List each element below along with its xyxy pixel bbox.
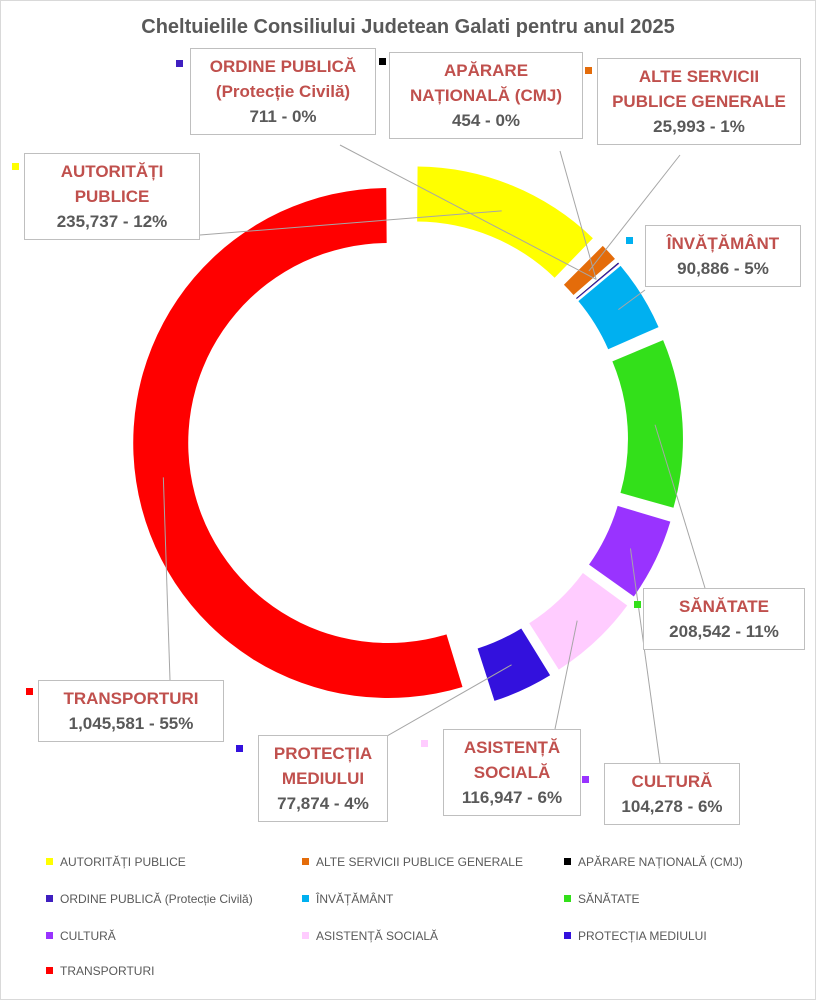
label-marker-protectia xyxy=(236,745,243,752)
label-name-line: ASISTENȚĂ xyxy=(463,738,561,757)
leader-line-ordine xyxy=(339,144,597,280)
label-marker-sanatate xyxy=(634,601,641,608)
label-value: 90,886 - 5% xyxy=(677,259,769,278)
legend-item: SĂNĂTATE xyxy=(564,892,640,906)
donut-slice-transporturi xyxy=(133,188,463,699)
label-name-line: AUTORITĂȚI xyxy=(60,162,164,181)
label-name-line: NAȚIONALĂ (CMJ) xyxy=(409,86,563,105)
label-value: 235,737 - 12% xyxy=(56,212,168,231)
label-marker-cultura xyxy=(582,776,589,783)
data-label-cultura: CULTURĂ 104,278 - 6% xyxy=(604,763,740,825)
label-value: 104,278 - 6% xyxy=(621,797,723,816)
legend-item: ALTE SERVICII PUBLICE GENERALE xyxy=(302,855,523,869)
label-name-line: TRANSPORTURI xyxy=(63,689,199,708)
legend-swatch xyxy=(46,858,53,865)
label-name-line: ÎNVĂȚĂMÂNT xyxy=(666,234,780,253)
donut-slice-protectia xyxy=(477,628,551,701)
label-name-line: APĂRARE xyxy=(443,61,529,80)
legend-swatch xyxy=(564,895,571,902)
label-name-line: CULTURĂ xyxy=(631,772,713,791)
label-marker-asistenta xyxy=(421,740,428,747)
legend-item: ORDINE PUBLICĂ (Protecție Civilă) xyxy=(46,892,253,906)
legend-swatch xyxy=(46,967,53,974)
data-label-sanatate: SĂNĂTATE 208,542 - 11% xyxy=(643,588,805,650)
label-name-line: (Protecție Civilă) xyxy=(215,82,351,101)
label-value: 454 - 0% xyxy=(451,111,521,130)
legend-item: CULTURĂ xyxy=(46,929,116,943)
label-value: 116,947 - 6% xyxy=(461,788,563,807)
leader-line-aparare xyxy=(559,150,597,280)
label-name-line: SĂNĂTATE xyxy=(678,597,770,616)
leader-line-sanatate xyxy=(654,424,706,589)
donut-slice-ordine xyxy=(576,262,620,299)
data-label-alte-servicii: ALTE SERVICII PUBLICE GENERALE 25,993 - 1… xyxy=(597,58,801,145)
data-label-invatamant: ÎNVĂȚĂMÂNT 90,886 - 5% xyxy=(645,225,801,287)
donut-slice-autoritati xyxy=(417,166,593,278)
data-label-protectia-mediului: PROTECȚIA MEDIULUI 77,874 - 4% xyxy=(258,735,388,822)
label-name-line: PUBLICE GENERALE xyxy=(612,92,786,111)
leader-line-asistenta xyxy=(554,620,578,730)
label-marker-ordine xyxy=(176,60,183,67)
legend-item: ASISTENȚĂ SOCIALĂ xyxy=(302,929,438,943)
legend-item: ÎNVĂȚĂMÂNT xyxy=(302,892,393,906)
data-label-autoritati-publice: AUTORITĂȚI PUBLICE 235,737 - 12% xyxy=(24,153,200,240)
legend-swatch xyxy=(564,932,571,939)
legend-item: TRANSPORTURI xyxy=(46,964,154,978)
label-name-line: MEDIULUI xyxy=(281,769,365,788)
data-label-aparare-nationala: APĂRARE NAȚIONALĂ (CMJ) 454 - 0% xyxy=(389,52,583,139)
leader-line-alte xyxy=(588,154,681,272)
legend-swatch xyxy=(46,932,53,939)
data-label-transporturi: TRANSPORTURI 1,045,581 - 55% xyxy=(38,680,224,742)
leader-line-invatamant xyxy=(618,289,646,311)
donut-slice-sanatate xyxy=(612,340,683,508)
donut-slice-asistenta xyxy=(529,572,628,670)
label-value: 25,993 - 1% xyxy=(653,117,745,136)
donut-slice-cultura xyxy=(589,505,671,597)
legend-swatch xyxy=(302,858,309,865)
label-name-line: ORDINE PUBLICĂ xyxy=(209,57,357,76)
legend-swatch xyxy=(302,932,309,939)
label-marker-invatamant xyxy=(626,237,633,244)
chart-title: Cheltuielile Consiliului Judetean Galati… xyxy=(141,16,675,38)
label-name-line: SOCIALĂ xyxy=(473,763,551,782)
legend-swatch xyxy=(302,895,309,902)
label-name-line: ALTE SERVICII xyxy=(638,67,760,86)
label-value: 1,045,581 - 55% xyxy=(68,714,194,733)
label-name-line: PROTECȚIA xyxy=(273,744,373,763)
donut-slice-invatamant xyxy=(578,265,659,350)
label-value: 208,542 - 11% xyxy=(669,622,779,641)
data-label-ordine-publica: ORDINE PUBLICĂ (Protecție Civilă) 711 - 0… xyxy=(190,48,376,135)
leader-line-transporturi xyxy=(162,477,171,681)
label-value: 77,874 - 4% xyxy=(277,794,369,813)
legend-item: PROTECȚIA MEDIULUI xyxy=(564,929,707,943)
legend-swatch xyxy=(46,895,53,902)
leader-line-autoritati xyxy=(199,210,502,236)
label-name-line: PUBLICE xyxy=(74,187,150,206)
label-marker-autoritati xyxy=(12,163,19,170)
leader-line-cultura xyxy=(629,548,661,764)
label-marker-alte xyxy=(585,67,592,74)
leader-line-protectia xyxy=(379,664,512,741)
label-value: 711 - 0% xyxy=(249,107,317,126)
legend-item: AUTORITĂȚI PUBLICE xyxy=(46,855,186,869)
legend-swatch xyxy=(564,858,571,865)
data-label-asistenta-sociala: ASISTENȚĂ SOCIALĂ 116,947 - 6% xyxy=(443,729,581,816)
label-marker-aparare xyxy=(379,58,386,65)
legend-item: APĂRARE NAȚIONALĂ (CMJ) xyxy=(564,855,743,869)
label-marker-transporturi xyxy=(26,688,33,695)
